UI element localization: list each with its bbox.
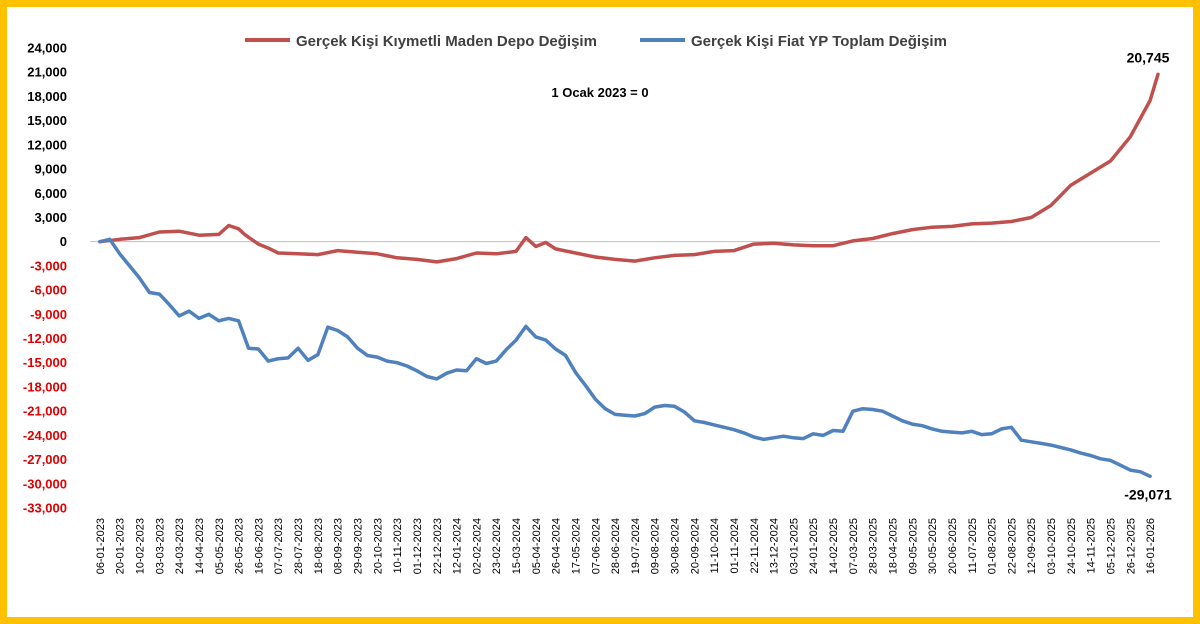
x-tick-label: 20-01-2023 bbox=[115, 518, 127, 574]
x-tick-label: 10-02-2023 bbox=[135, 518, 147, 574]
x-tick-label: 01-12-2023 bbox=[412, 518, 424, 574]
y-tick-label: -12,000 bbox=[23, 331, 67, 346]
x-tick-label: 05-12-2025 bbox=[1105, 518, 1117, 574]
x-tick-label: 24-01-2025 bbox=[808, 518, 820, 574]
x-tick-label: 11-10-2024 bbox=[709, 518, 721, 573]
x-tick-label: 29-09-2023 bbox=[353, 518, 365, 574]
x-tick-label: 16-06-2023 bbox=[253, 518, 265, 574]
y-tick-label: -18,000 bbox=[23, 379, 67, 394]
x-tick-label: 20-10-2023 bbox=[372, 518, 384, 574]
y-tick-label: -9,000 bbox=[30, 307, 67, 322]
x-tick-label: 05-04-2024 bbox=[531, 518, 543, 574]
y-tick-label: 3,000 bbox=[34, 210, 67, 225]
y-tick-label: -27,000 bbox=[23, 452, 67, 467]
x-tick-label: 18-08-2023 bbox=[313, 518, 325, 574]
x-tick-label: 17-05-2024 bbox=[570, 518, 582, 574]
y-tick-label: -21,000 bbox=[23, 404, 67, 419]
y-axis: 24,000 21,000 18,000 15,000 12,000 9,000 6,000… bbox=[23, 41, 67, 516]
y-tick-label: -33,000 bbox=[23, 501, 67, 516]
end-label-fiat: -29,071 bbox=[1124, 486, 1172, 502]
x-tick-label: 02-02-2024 bbox=[471, 518, 483, 574]
baseline-annotation: 1 Ocak 2023 = 0 bbox=[551, 85, 648, 100]
x-tick-label: 16-01-2026 bbox=[1145, 518, 1157, 574]
y-tick-label: 24,000 bbox=[27, 41, 67, 56]
x-tick-label: 11-07-2025 bbox=[967, 518, 979, 573]
x-tick-label: 13-12-2024 bbox=[769, 518, 781, 574]
series-group bbox=[98, 72, 1160, 479]
x-tick-label: 06-01-2023 bbox=[95, 518, 107, 574]
end-label-maden: 20,745 bbox=[1127, 49, 1170, 65]
x-tick-label: 07-06-2024 bbox=[590, 518, 602, 574]
y-tick-label: 15,000 bbox=[27, 113, 67, 128]
y-tick-label: -15,000 bbox=[23, 355, 67, 370]
x-tick-label: 08-09-2023 bbox=[333, 518, 345, 574]
x-tick-label: 24-03-2023 bbox=[174, 518, 186, 574]
x-tick-label: 15-03-2024 bbox=[511, 518, 523, 574]
x-tick-label: 26-12-2025 bbox=[1125, 518, 1137, 574]
y-tick-label: 18,000 bbox=[27, 89, 67, 104]
x-tick-label: 30-05-2025 bbox=[927, 518, 939, 574]
x-tick-label: 24-10-2025 bbox=[1066, 518, 1078, 574]
series-line-maden bbox=[98, 72, 1160, 264]
x-tick-label: 03-10-2025 bbox=[1046, 518, 1058, 574]
x-tick-label: 28-03-2025 bbox=[868, 518, 880, 574]
y-tick-label: -24,000 bbox=[23, 428, 67, 443]
legend-label-fiat: Gerçek Kişi Fiat YP Toplam Değişim bbox=[691, 33, 947, 50]
x-tick-label: 30-08-2024 bbox=[670, 518, 682, 574]
x-tick-label: 12-09-2025 bbox=[1026, 518, 1038, 574]
series-line-fiat bbox=[98, 237, 1152, 479]
y-tick-label: -30,000 bbox=[23, 476, 67, 491]
x-tick-label: 28-07-2023 bbox=[293, 518, 305, 574]
end-labels: 20,745 -29,071 bbox=[1124, 49, 1172, 502]
y-tick-label: 9,000 bbox=[34, 162, 67, 177]
y-tick-label: 21,000 bbox=[27, 65, 67, 80]
y-tick-label: -6,000 bbox=[30, 283, 67, 298]
legend: Gerçek Kişi Kıymetli Maden Depo Değişim … bbox=[245, 33, 947, 50]
x-tick-label: 20-06-2025 bbox=[947, 518, 959, 574]
x-tick-label: 22-08-2025 bbox=[1006, 518, 1018, 574]
y-tick-label: 12,000 bbox=[27, 137, 67, 152]
y-tick-label: 0 bbox=[60, 234, 67, 249]
x-tick-label: 18-04-2025 bbox=[888, 518, 900, 574]
x-tick-label: 10-11-2023 bbox=[392, 518, 404, 573]
x-tick-label: 14-04-2023 bbox=[194, 518, 206, 574]
legend-label-maden: Gerçek Kişi Kıymetli Maden Depo Değişim bbox=[296, 33, 597, 50]
x-tick-label: 03-01-2025 bbox=[788, 518, 800, 574]
x-tick-label: 14-11-2025 bbox=[1086, 518, 1098, 573]
x-tick-label: 05-05-2023 bbox=[214, 518, 226, 574]
x-tick-label: 07-07-2023 bbox=[273, 518, 285, 574]
x-tick-label: 01-08-2025 bbox=[987, 518, 999, 574]
x-tick-label: 09-08-2024 bbox=[650, 518, 662, 574]
x-tick-label: 28-06-2024 bbox=[610, 518, 622, 574]
y-tick-label: 6,000 bbox=[34, 186, 67, 201]
x-tick-label: 23-02-2024 bbox=[491, 518, 503, 574]
x-tick-label: 22-12-2023 bbox=[432, 518, 444, 574]
x-tick-label: 09-05-2025 bbox=[907, 518, 919, 574]
x-tick-label: 19-07-2024 bbox=[630, 518, 642, 574]
x-tick-label: 07-03-2025 bbox=[848, 518, 860, 574]
x-tick-label: 12-01-2024 bbox=[452, 518, 464, 574]
x-tick-label: 20-09-2024 bbox=[689, 518, 701, 574]
x-tick-label: 01-11-2024 bbox=[729, 518, 741, 573]
x-tick-label: 26-05-2023 bbox=[234, 518, 246, 574]
x-axis: 06-01-2023 20-01-2023 10-02-2023 03-03-2023… bbox=[95, 518, 1157, 574]
x-tick-label: 14-02-2025 bbox=[828, 518, 840, 574]
y-tick-label: -3,000 bbox=[30, 258, 67, 273]
x-tick-label: 26-04-2024 bbox=[551, 518, 563, 574]
x-tick-label: 22-11-2024 bbox=[749, 518, 761, 573]
x-tick-label: 03-03-2023 bbox=[154, 518, 166, 574]
